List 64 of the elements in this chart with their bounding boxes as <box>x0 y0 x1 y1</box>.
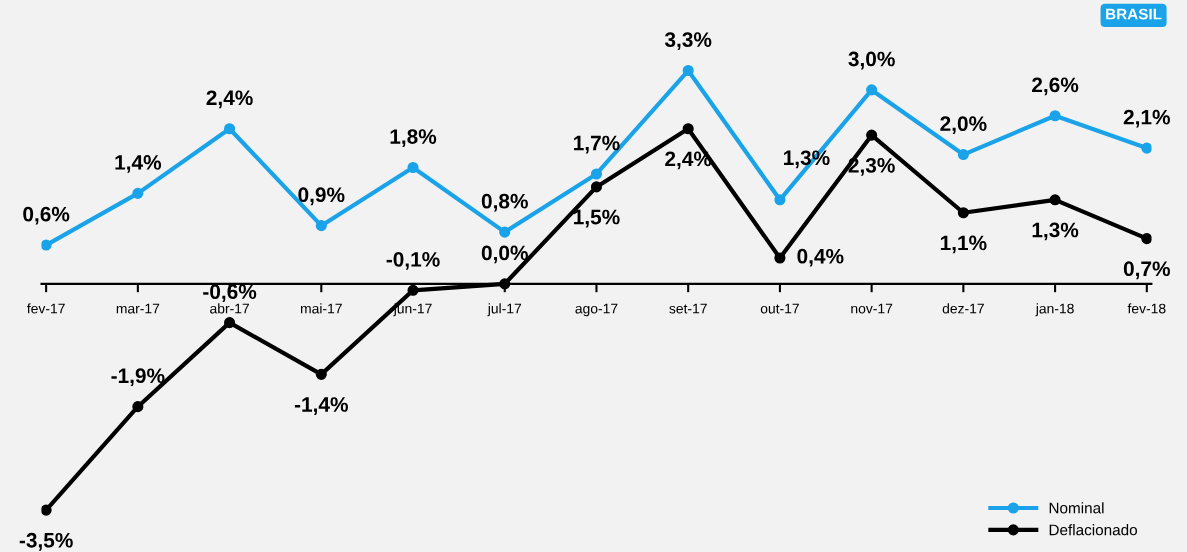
point <box>1141 233 1152 245</box>
data-label: 1,3% <box>1032 222 1079 241</box>
x-tick-label: out-17 <box>760 303 799 314</box>
x-tick-label: abr-17 <box>210 303 249 314</box>
x-tick-label: set-17 <box>669 303 707 314</box>
data-label: -0,1% <box>386 252 440 270</box>
x-tick-label: mar-17 <box>116 303 160 314</box>
data-label: 3,3% <box>664 32 712 50</box>
point <box>407 284 419 296</box>
point <box>590 168 603 180</box>
x-tick-label: ago-17 <box>575 303 618 317</box>
data-label: 1,4% <box>115 155 162 173</box>
data-label: 1,1% <box>940 235 987 254</box>
point <box>1141 142 1152 154</box>
x-tick-label: fev-18 <box>1127 303 1166 314</box>
point <box>1049 194 1061 206</box>
point <box>407 161 419 174</box>
data-label: 0,4% <box>797 248 844 267</box>
data-label: 1,5% <box>574 209 620 228</box>
point <box>224 317 236 329</box>
x-tick-label: fev-17 <box>27 303 65 314</box>
point <box>315 368 327 380</box>
data-label: -1,4% <box>294 397 348 415</box>
data-label: 2,6% <box>1032 77 1079 96</box>
data-label: -0,6% <box>203 284 257 303</box>
x-tick-label: mai-17 <box>301 303 342 314</box>
data-label: -3,5% <box>19 532 73 551</box>
point <box>590 181 603 193</box>
legend-label: Deflacionado <box>1049 524 1138 536</box>
legend-label: Nominal <box>1049 502 1104 514</box>
x-tick-label: nov-17 <box>851 303 893 314</box>
data-label: 0,7% <box>1123 261 1170 280</box>
point <box>866 84 878 96</box>
point <box>774 252 786 264</box>
point <box>315 220 327 232</box>
point <box>1049 110 1061 122</box>
point <box>132 187 144 199</box>
point <box>682 64 694 77</box>
point <box>499 226 511 238</box>
point <box>682 123 694 135</box>
point <box>41 239 52 251</box>
data-label: 0,0% <box>481 245 528 264</box>
data-label: 2,3% <box>848 157 895 176</box>
point <box>41 504 52 516</box>
data-label: 0,8% <box>481 193 528 212</box>
data-label: 2,4% <box>206 90 253 109</box>
point <box>224 123 236 135</box>
data-label: 3,0% <box>848 51 895 70</box>
x-tick-label: jan-18 <box>1035 303 1074 317</box>
data-label: 1,8% <box>390 129 437 147</box>
data-label: 0,6% <box>23 206 70 225</box>
data-label: -1,9% <box>111 368 165 387</box>
point <box>132 401 144 413</box>
data-label: 1,7% <box>574 135 620 154</box>
data-label: 2,0% <box>940 116 987 135</box>
x-tick-label: dez-17 <box>942 303 984 314</box>
data-label: 0,9% <box>298 187 345 206</box>
data-label: 2,1% <box>1123 109 1170 128</box>
point <box>774 194 786 206</box>
x-tick-label: jul-17 <box>487 303 522 317</box>
point <box>866 129 878 141</box>
point <box>957 207 969 219</box>
point <box>957 149 969 161</box>
text: BRASIL <box>1106 8 1162 20</box>
